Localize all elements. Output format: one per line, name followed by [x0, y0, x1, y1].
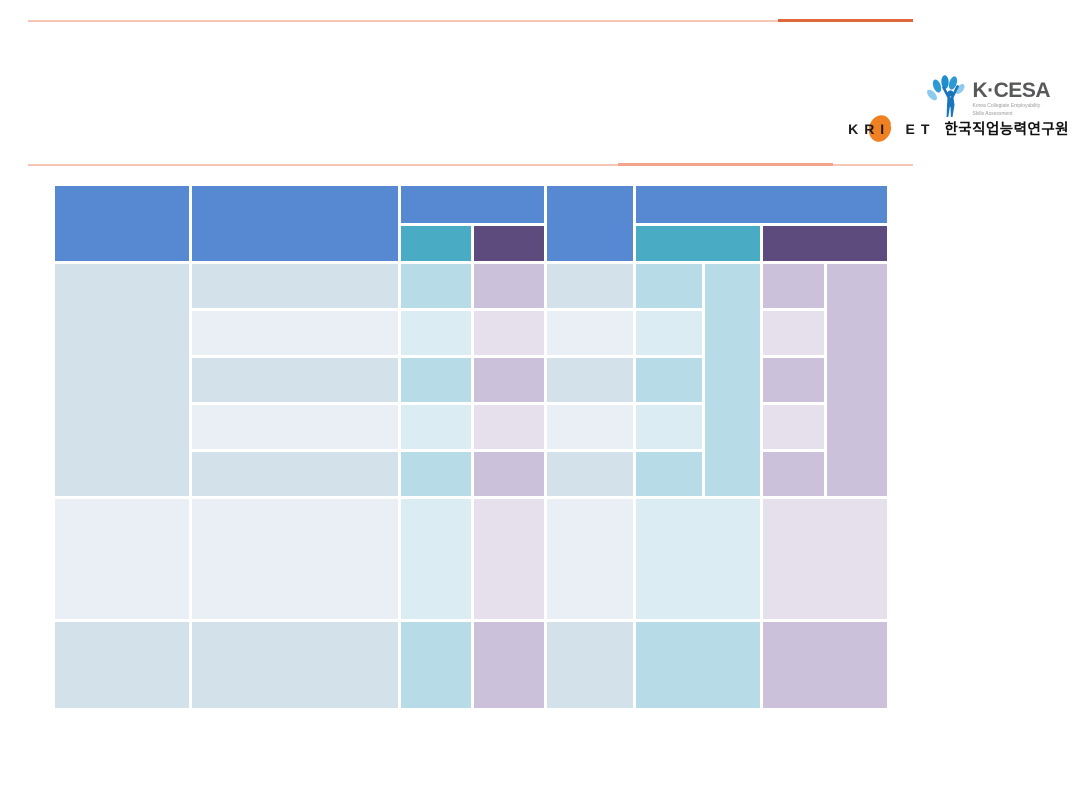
kcesa-logo: K·CESA Korea Collegiate Employability Sk… — [923, 74, 1050, 118]
table-cell — [401, 358, 471, 402]
table-cell — [192, 499, 398, 619]
table-cell-col9-merged — [827, 264, 887, 496]
table-cell — [474, 405, 544, 449]
kcesa-subtitle-line1: Korea Collegiate Employability — [972, 103, 1041, 109]
header-divider-rule — [28, 164, 913, 166]
subheader-teal-col3 — [401, 226, 471, 261]
table-cell — [763, 311, 824, 355]
table-cell — [474, 622, 544, 708]
table-cell — [401, 405, 471, 449]
kcesa-hand-figure-icon — [927, 75, 965, 117]
table-cell — [763, 405, 824, 449]
table-cell — [474, 452, 544, 496]
table-cell — [192, 405, 398, 449]
krivet-wordmark: KRIVET — [848, 111, 936, 145]
institute-name: 한국직업능력연구원 — [944, 122, 1069, 138]
table-cell — [401, 499, 471, 619]
table-cell — [401, 311, 471, 355]
table-cell-cols8-9-merged — [763, 499, 887, 619]
header-group-cols6-9 — [636, 186, 887, 223]
table-cell — [547, 358, 633, 402]
table-cell-cols6-7-merged — [636, 499, 760, 619]
krivet-logo: KRIVET 한국직업능력연구원 — [848, 111, 1069, 145]
kcesa-title: K·CESA — [972, 79, 1050, 102]
subheader-purple-col4 — [474, 226, 544, 261]
top-rule — [28, 20, 913, 22]
table-cell — [763, 264, 824, 308]
table-cell — [763, 358, 824, 402]
table-cell-col7-merged — [705, 264, 760, 496]
table-cell — [474, 264, 544, 308]
table-cell — [636, 311, 702, 355]
table-cell — [547, 622, 633, 708]
kcesa-wordmark: K·CESA Korea Collegiate Employability Sk… — [972, 80, 1050, 117]
table-cell — [474, 499, 544, 619]
top-rule-accent-segment — [778, 19, 913, 22]
header-cell-col5 — [547, 186, 633, 261]
subheader-purple-cols8-9 — [763, 226, 887, 261]
table-cell — [192, 358, 398, 402]
subheader-teal-cols6-7 — [636, 226, 760, 261]
table-cell — [55, 622, 189, 708]
krivet-letters-left: KRI — [848, 120, 891, 137]
table-cell-col1-merged — [55, 264, 189, 496]
header-cell-col2 — [192, 186, 398, 261]
table-cell — [401, 264, 471, 308]
table-cell — [474, 358, 544, 402]
krivet-letters-right: ET — [905, 120, 936, 137]
table-cell — [547, 264, 633, 308]
table-cell — [547, 311, 633, 355]
table-cell-cols8-9-merged — [763, 622, 887, 708]
table-cell — [636, 452, 702, 496]
slide-table — [52, 183, 890, 711]
table-cell — [192, 264, 398, 308]
table-cell — [55, 499, 189, 619]
table-cell — [474, 311, 544, 355]
table-cell — [192, 311, 398, 355]
table-cell — [401, 452, 471, 496]
table-cell — [192, 622, 398, 708]
table-cell — [763, 452, 824, 496]
table-cell-cols6-7-merged — [636, 622, 760, 708]
table-cell — [636, 405, 702, 449]
header-divider-accent-segment — [618, 163, 833, 166]
table-cell — [192, 452, 398, 496]
table-cell — [547, 405, 633, 449]
krivet-letter-v: V — [890, 120, 906, 137]
table-cell — [401, 622, 471, 708]
kcesa-subtitle-line2: Skills Assessment — [972, 111, 1013, 117]
table-cell — [547, 452, 633, 496]
header-cell-col1 — [55, 186, 189, 261]
table-cell — [547, 499, 633, 619]
table-cell — [636, 264, 702, 308]
table-cell — [636, 358, 702, 402]
header-group-cols3-4 — [401, 186, 544, 223]
